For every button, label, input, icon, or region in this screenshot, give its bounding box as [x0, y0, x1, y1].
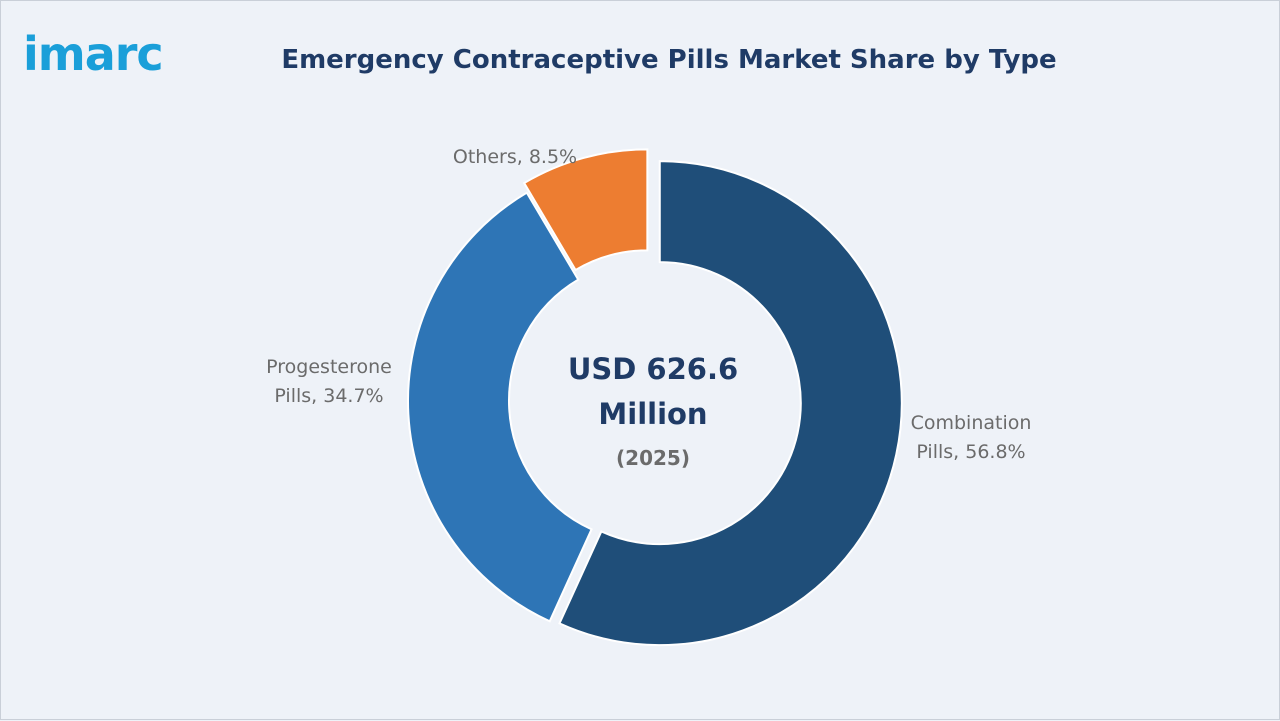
slice-progesterone-pills: [407, 191, 593, 623]
center-value-line-1: USD 626.6: [568, 352, 738, 386]
slice-label-combination-pills: Combination Pills, 56.8%: [911, 412, 1032, 463]
slice-others: [522, 148, 649, 272]
center-year: (2025): [616, 446, 690, 470]
imarc-logo: imarc: [23, 27, 164, 81]
slice-label-others: Others, 8.5%: [453, 146, 577, 168]
slice-label-line: Progesterone: [266, 356, 392, 378]
slice-label-line: Pills, 34.7%: [274, 385, 383, 407]
slice-combination-pills: [558, 160, 903, 647]
chart-title: Emergency Contraceptive Pills Market Sha…: [281, 45, 1057, 75]
slice-label-line: Pills, 56.8%: [916, 441, 1025, 463]
center-value-line-2: Million: [598, 397, 707, 431]
slice-label-progesterone-pills: Progesterone Pills, 34.7%: [266, 356, 392, 407]
slice-label-line: Combination: [911, 412, 1032, 434]
slice-label-line: Others, 8.5%: [453, 146, 577, 168]
